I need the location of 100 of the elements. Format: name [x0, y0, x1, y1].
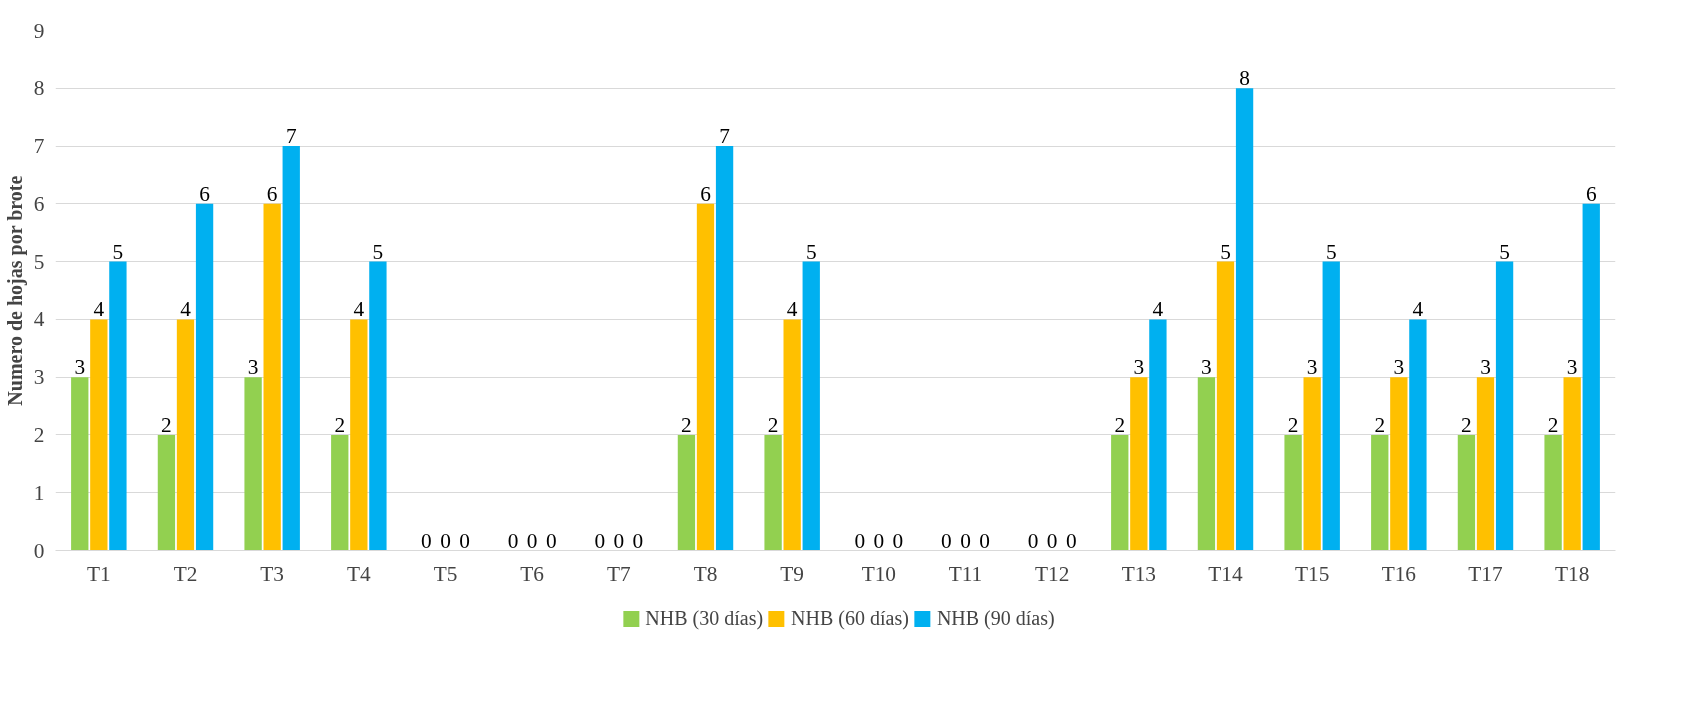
data-label: 5 — [372, 239, 384, 264]
data-label: 6 — [199, 181, 211, 206]
data-label: 2 — [1114, 412, 1126, 437]
x-tick-label: T13 — [1121, 561, 1157, 586]
bar — [263, 203, 281, 551]
x-tick-label: T12 — [1034, 561, 1070, 586]
x-tick-label: T6 — [520, 561, 545, 586]
data-label: 0 — [632, 528, 644, 553]
bar — [176, 319, 195, 551]
y-axis-title: Numero de hojas por brote — [3, 175, 27, 406]
data-label: 4 — [353, 297, 365, 322]
data-label: 0 — [979, 528, 990, 553]
data-label: 3 — [74, 355, 86, 380]
data-label: 0 — [854, 528, 866, 553]
bar — [1322, 261, 1340, 551]
data-label: 7 — [285, 124, 297, 149]
bar — [369, 261, 387, 551]
bar — [282, 146, 300, 551]
data-label: 3 — [1480, 355, 1491, 380]
data-label: 0 — [1046, 528, 1058, 553]
x-tick-label: T16 — [1381, 561, 1417, 586]
data-label: 5 — [1499, 239, 1510, 264]
bar — [1544, 434, 1562, 551]
x-tick-label: T7 — [606, 561, 632, 586]
bar — [1409, 319, 1427, 551]
data-label: 0 — [421, 528, 432, 553]
bar — [244, 377, 262, 551]
y-tick-label: 4 — [33, 307, 45, 332]
y-tick-label: 1 — [33, 480, 45, 505]
data-label: 2 — [1461, 412, 1472, 437]
y-tick-label: 0 — [33, 538, 45, 563]
bar — [1303, 377, 1321, 551]
data-label: 0 — [613, 528, 625, 553]
data-label: 4 — [1412, 297, 1424, 322]
data-label: 2 — [1374, 412, 1386, 437]
bar — [715, 146, 734, 551]
y-tick-label: 9 — [33, 18, 45, 43]
bar — [1111, 434, 1129, 551]
data-label: 0 — [545, 528, 557, 553]
legend-label: NHB (90 días) — [936, 606, 1055, 630]
data-label: 4 — [93, 297, 105, 322]
bar — [350, 319, 368, 551]
x-tick-label: T14 — [1208, 561, 1244, 586]
bar — [331, 434, 349, 551]
legend-label: NHB (60 días) — [791, 606, 909, 630]
data-label: 2 — [681, 412, 692, 437]
data-label: 6 — [1585, 181, 1597, 206]
data-label: 0 — [526, 528, 538, 553]
bar — [1390, 377, 1408, 551]
data-label: 5 — [805, 239, 817, 264]
y-tick-label: 2 — [33, 422, 45, 447]
x-tick-label: T9 — [780, 561, 805, 586]
y-tick-label: 3 — [33, 365, 45, 390]
data-label: 2 — [334, 412, 346, 437]
bar — [109, 261, 127, 551]
data-label: 5 — [1325, 239, 1337, 264]
data-label: 2 — [767, 412, 779, 437]
bar — [1457, 434, 1476, 551]
bar — [71, 377, 89, 551]
y-tick-label: 8 — [33, 76, 45, 101]
data-label: 3 — [1201, 355, 1212, 380]
bar — [677, 434, 696, 551]
bar — [783, 319, 801, 551]
y-tick-label: 6 — [33, 191, 45, 216]
y-tick-label: 5 — [33, 249, 45, 274]
data-label: 0 — [594, 528, 606, 553]
x-tick-label: T18 — [1554, 561, 1590, 586]
data-label: 0 — [873, 528, 885, 553]
data-label: 4 — [180, 297, 192, 322]
bar — [1582, 203, 1600, 551]
data-label: 0 — [1027, 528, 1039, 553]
bar — [1563, 377, 1581, 551]
legend-label: NHB (30 días) — [645, 606, 764, 630]
data-label: 2 — [1547, 412, 1559, 437]
x-tick-label: T10 — [861, 561, 897, 586]
y-tick-label: 7 — [33, 134, 45, 159]
bar — [1495, 261, 1514, 551]
data-label: 5 — [112, 239, 124, 264]
data-label: 3 — [1133, 355, 1145, 380]
data-label: 7 — [719, 124, 731, 149]
data-label: 3 — [1306, 355, 1318, 380]
x-tick-label: T2 — [173, 561, 198, 586]
data-label: 2 — [1287, 412, 1299, 437]
data-label: 0 — [892, 528, 904, 553]
x-tick-label: T15 — [1294, 561, 1330, 586]
x-tick-label: T4 — [346, 561, 372, 586]
data-label: 6 — [266, 181, 278, 206]
data-label: 4 — [1152, 297, 1164, 322]
data-label: 5 — [1220, 239, 1231, 264]
bar — [195, 203, 214, 551]
data-label: 6 — [700, 181, 712, 206]
x-tick-label: T8 — [693, 561, 718, 586]
bar — [1130, 377, 1148, 551]
x-tick-label: T17 — [1468, 561, 1504, 586]
bar — [1284, 434, 1302, 551]
data-label: 0 — [941, 528, 952, 553]
bar — [696, 203, 715, 551]
x-tick-label: T11 — [948, 561, 983, 586]
bar — [1149, 319, 1167, 551]
data-label: 0 — [459, 528, 470, 553]
